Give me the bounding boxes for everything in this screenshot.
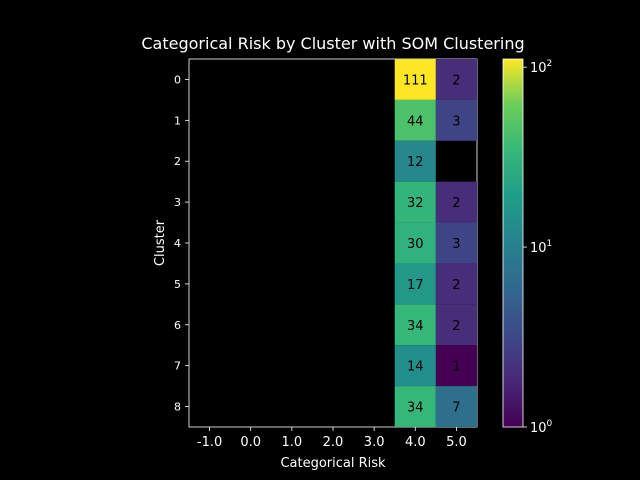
cell-value-label: 7 xyxy=(452,401,460,416)
heatmap-cell xyxy=(394,263,436,305)
heatmap-cell xyxy=(435,345,477,387)
y-tick-label: 2 xyxy=(174,155,181,168)
y-tick-label: 8 xyxy=(174,401,181,414)
cell-value-label: 111 xyxy=(403,73,428,88)
heatmap-cell xyxy=(394,99,436,141)
heatmap-cell xyxy=(435,222,477,264)
x-tick-label: -1.0 xyxy=(197,435,222,450)
cell-value-label: 2 xyxy=(452,278,460,293)
cell-value-label: 34 xyxy=(407,319,424,334)
x-axis-label: Categorical Risk xyxy=(280,456,386,471)
heatmap-cell xyxy=(394,222,436,264)
cell-value-label: 14 xyxy=(407,360,424,375)
heatmap-cells: 111 2 44 3 12 32 2 30 3 17 2 34 2 14 1 34 7 xyxy=(394,59,477,427)
x-axis-ticks: -1.0 0.0 1.0 2.0 3.0 4.0 5.0 xyxy=(197,427,467,450)
y-tick-label: 1 xyxy=(174,114,181,127)
heatmap-cell xyxy=(435,99,477,141)
cell-value-label: 44 xyxy=(407,114,424,129)
x-tick-label: 4.0 xyxy=(405,435,426,450)
colorbar-tick-label: 102 xyxy=(530,59,552,76)
cell-value-label: 3 xyxy=(452,237,460,252)
colorbar-tick-label: 101 xyxy=(530,239,552,256)
heatmap-cell xyxy=(394,59,436,100)
cell-value-label: 12 xyxy=(407,155,424,170)
y-tick-label: 6 xyxy=(174,319,181,332)
y-axis-label: Cluster xyxy=(153,219,168,266)
x-tick-label: 1.0 xyxy=(282,435,303,450)
chart-title: Categorical Risk by Cluster with SOM Clu… xyxy=(141,34,524,53)
cell-value-label: 32 xyxy=(407,196,424,211)
heatmap-cell xyxy=(435,386,477,427)
heatmap-cell xyxy=(435,304,477,346)
y-axis-ticks: 0 1 2 3 4 5 6 7 8 xyxy=(174,73,189,414)
x-tick-label: 5.0 xyxy=(446,435,467,450)
x-tick-label: 2.0 xyxy=(323,435,344,450)
colorbar-ticks: 100 101 102 xyxy=(523,59,553,436)
y-tick-label: 5 xyxy=(174,278,181,291)
colorbar-gradient xyxy=(502,58,524,428)
cell-value-label: 30 xyxy=(407,237,424,252)
heatmap-cell xyxy=(394,386,436,427)
x-tick-label: 0.0 xyxy=(240,435,261,450)
cell-value-label: 1 xyxy=(452,360,460,375)
y-tick-label: 3 xyxy=(174,196,181,209)
colorbar-tick-label: 100 xyxy=(530,419,553,436)
y-tick-label: 0 xyxy=(174,73,181,86)
y-tick-label: 4 xyxy=(174,237,181,250)
cell-value-label: 3 xyxy=(452,114,460,129)
x-tick-label: 3.0 xyxy=(364,435,385,450)
heatmap-cell xyxy=(435,263,477,305)
cell-value-label: 2 xyxy=(452,319,460,334)
heatmap-cell xyxy=(394,304,436,346)
y-tick-label: 7 xyxy=(174,360,181,373)
cell-value-label: 34 xyxy=(407,401,424,416)
colorbar xyxy=(502,58,524,428)
heatmap-cell xyxy=(394,345,436,387)
heatmap-cell xyxy=(394,181,436,223)
cell-value-label: 2 xyxy=(452,73,460,88)
heatmap-cell xyxy=(435,59,477,100)
cell-value-label: 17 xyxy=(407,278,424,293)
heatmap-cell xyxy=(394,140,436,182)
heatmap-cell xyxy=(435,181,477,223)
cell-value-label: 2 xyxy=(452,196,460,211)
